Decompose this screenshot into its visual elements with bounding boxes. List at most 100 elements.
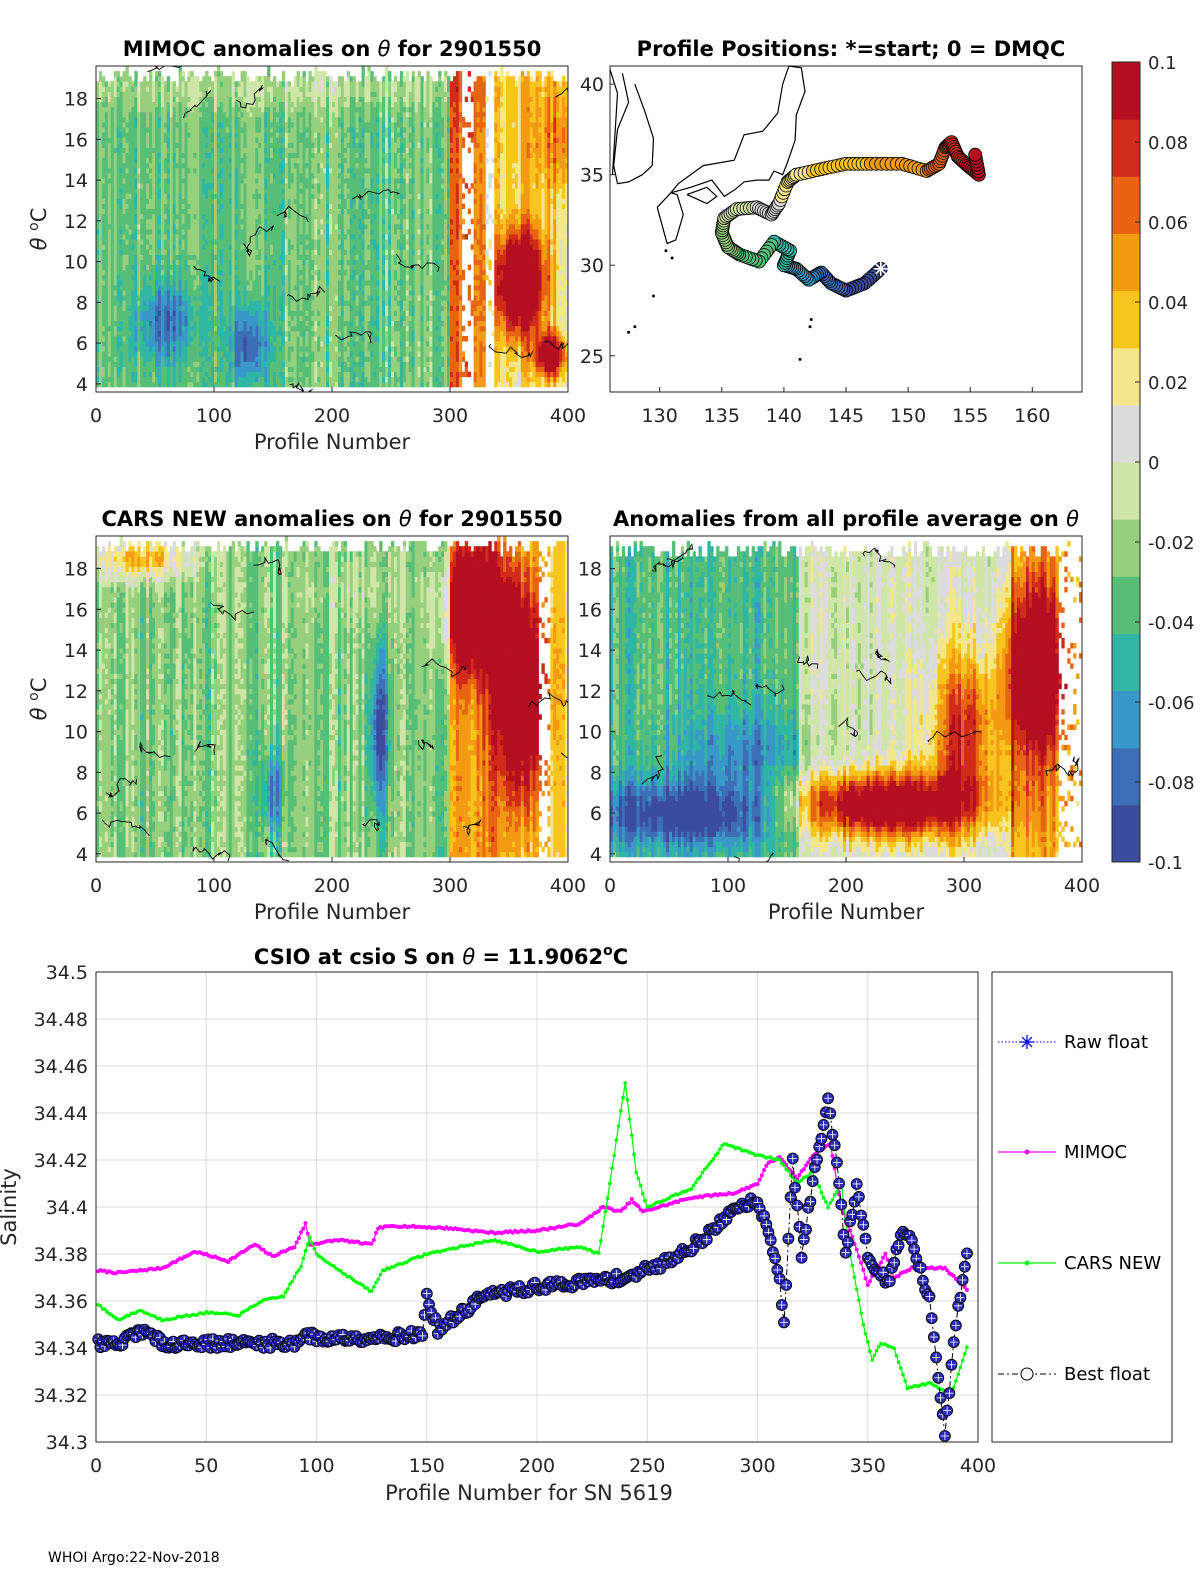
cars-ytick-label: 4 <box>76 844 88 866</box>
mimoc-ytick-label: 8 <box>76 292 88 314</box>
cars-point <box>372 1285 376 1289</box>
avg-ytick-label: 12 <box>578 681 602 703</box>
cars-point <box>379 1273 383 1277</box>
legend-label: Raw float <box>1064 1032 1148 1053</box>
cars-point <box>895 1354 899 1358</box>
cars-point <box>643 1199 647 1203</box>
avg-xtick-label: 300 <box>946 875 982 897</box>
mimoc-point <box>372 1238 376 1242</box>
cars-point <box>862 1323 866 1327</box>
colorbar-segment <box>1112 405 1140 463</box>
cars-point <box>835 1190 839 1194</box>
cars-point <box>822 1196 826 1200</box>
mimoc-ytick-label: 18 <box>64 89 88 111</box>
salinity-ytick-label: 34.44 <box>34 1103 88 1125</box>
mimoc-point <box>859 1261 863 1265</box>
cars-heatmap-cells <box>96 536 568 857</box>
cars-point <box>313 1247 317 1251</box>
cars-point <box>851 1264 855 1268</box>
cars-point <box>897 1360 901 1364</box>
cars-point <box>238 1314 242 1318</box>
island-dot <box>671 256 674 259</box>
map-ytick-label: 40 <box>580 74 604 96</box>
avg-heatmap-cells <box>610 541 1082 857</box>
cars-point <box>637 1177 641 1181</box>
colorbar-segment <box>1112 176 1140 234</box>
colorbar-segment <box>1112 462 1140 520</box>
cars-point <box>698 1175 702 1179</box>
mimoc-title: MIMOC anomalies on θ for 2901550 <box>123 37 542 61</box>
mimoc-xtick-label: 100 <box>196 405 232 427</box>
colorbar-tick-label: -0.08 <box>1148 773 1195 794</box>
cars-point <box>310 1241 314 1245</box>
map-ytick-label: 25 <box>580 346 604 368</box>
cars-point <box>632 1153 636 1157</box>
map-xtick-label: 145 <box>828 405 864 427</box>
salinity-xtick-label: 150 <box>409 1455 445 1477</box>
cars-point <box>304 1249 308 1253</box>
colorbar-segment <box>1112 519 1140 577</box>
mimoc-point <box>868 1279 872 1283</box>
cars-point <box>597 1251 601 1255</box>
mimoc-point <box>965 1288 969 1292</box>
cars-point <box>899 1366 903 1370</box>
cars-point <box>630 1133 634 1137</box>
cars-point <box>612 1154 616 1158</box>
figure-canvas: 0 100 200 300 4004681012141618Profile Number… <box>0 0 1200 1575</box>
avg-ytick-label: 18 <box>578 559 602 581</box>
cars-point <box>864 1332 868 1336</box>
salinity-xtick-label: 0 <box>90 1455 102 1477</box>
salinity-xtick-label: 100 <box>298 1455 334 1477</box>
colorbar-tick-label: 0.06 <box>1148 213 1188 234</box>
cars-point <box>282 1295 286 1299</box>
mimoc-point <box>760 1173 764 1177</box>
mimoc-xtick-label: 200 <box>314 405 350 427</box>
footer-credit: WHOI Argo:22-Nov-2018 <box>48 1550 220 1566</box>
cars-ytick-label: 18 <box>64 559 88 581</box>
mimoc-point <box>374 1231 378 1235</box>
mimoc-heatmap-cells <box>96 66 568 387</box>
cars-point <box>628 1117 632 1121</box>
cars-point <box>306 1242 310 1246</box>
map-xtick-label: 140 <box>766 405 802 427</box>
colorbar-segment <box>1112 805 1140 863</box>
mimoc-ylabel: θ oC <box>26 208 51 251</box>
mimoc-point <box>630 1197 634 1201</box>
salinity-ytick-label: 34.4 <box>46 1197 88 1219</box>
avg-xlabel: Profile Number <box>768 900 925 924</box>
cars-title: CARS NEW anomalies on θ for 2901550 <box>101 507 562 531</box>
cars-point <box>778 1158 782 1162</box>
legend-label: Best float <box>1064 1364 1150 1385</box>
cars-xtick-label: 400 <box>550 875 586 897</box>
cars-point <box>339 1269 343 1273</box>
cars-point <box>956 1373 960 1377</box>
mimoc-point <box>370 1242 374 1246</box>
mimoc-point <box>301 1227 305 1231</box>
island-dot <box>652 295 655 298</box>
avg-ytick-label: 4 <box>590 844 602 866</box>
mimoc-ytick-label: 16 <box>64 129 88 151</box>
salinity-xtick-label: 250 <box>629 1455 665 1477</box>
salinity-chart: 0 50 100 150 200 250 300 350 40034.334.3234.3434… <box>0 943 996 1505</box>
colorbar-tick-label: 0.02 <box>1148 373 1188 394</box>
mimoc-point <box>293 1245 297 1249</box>
salinity-xtick-label: 50 <box>194 1455 218 1477</box>
mimoc-point <box>304 1221 308 1225</box>
cars-point <box>965 1345 969 1349</box>
island-dot <box>664 249 667 252</box>
colorbar-tick-label: 0 <box>1148 453 1159 474</box>
colorbar-segment <box>1112 633 1140 691</box>
cars-point <box>824 1200 828 1204</box>
avg-title: Anomalies from all profile average on θ <box>613 507 1079 531</box>
map-ytick-label: 30 <box>580 255 604 277</box>
mimoc-point <box>866 1283 870 1287</box>
cars-point <box>859 1311 863 1315</box>
island-dot <box>808 325 811 328</box>
colorbar-tick-label: -0.04 <box>1148 613 1195 634</box>
cars-point <box>959 1366 963 1370</box>
cars-point <box>716 1151 720 1155</box>
cars-point <box>293 1275 297 1279</box>
cars-point <box>295 1271 299 1275</box>
